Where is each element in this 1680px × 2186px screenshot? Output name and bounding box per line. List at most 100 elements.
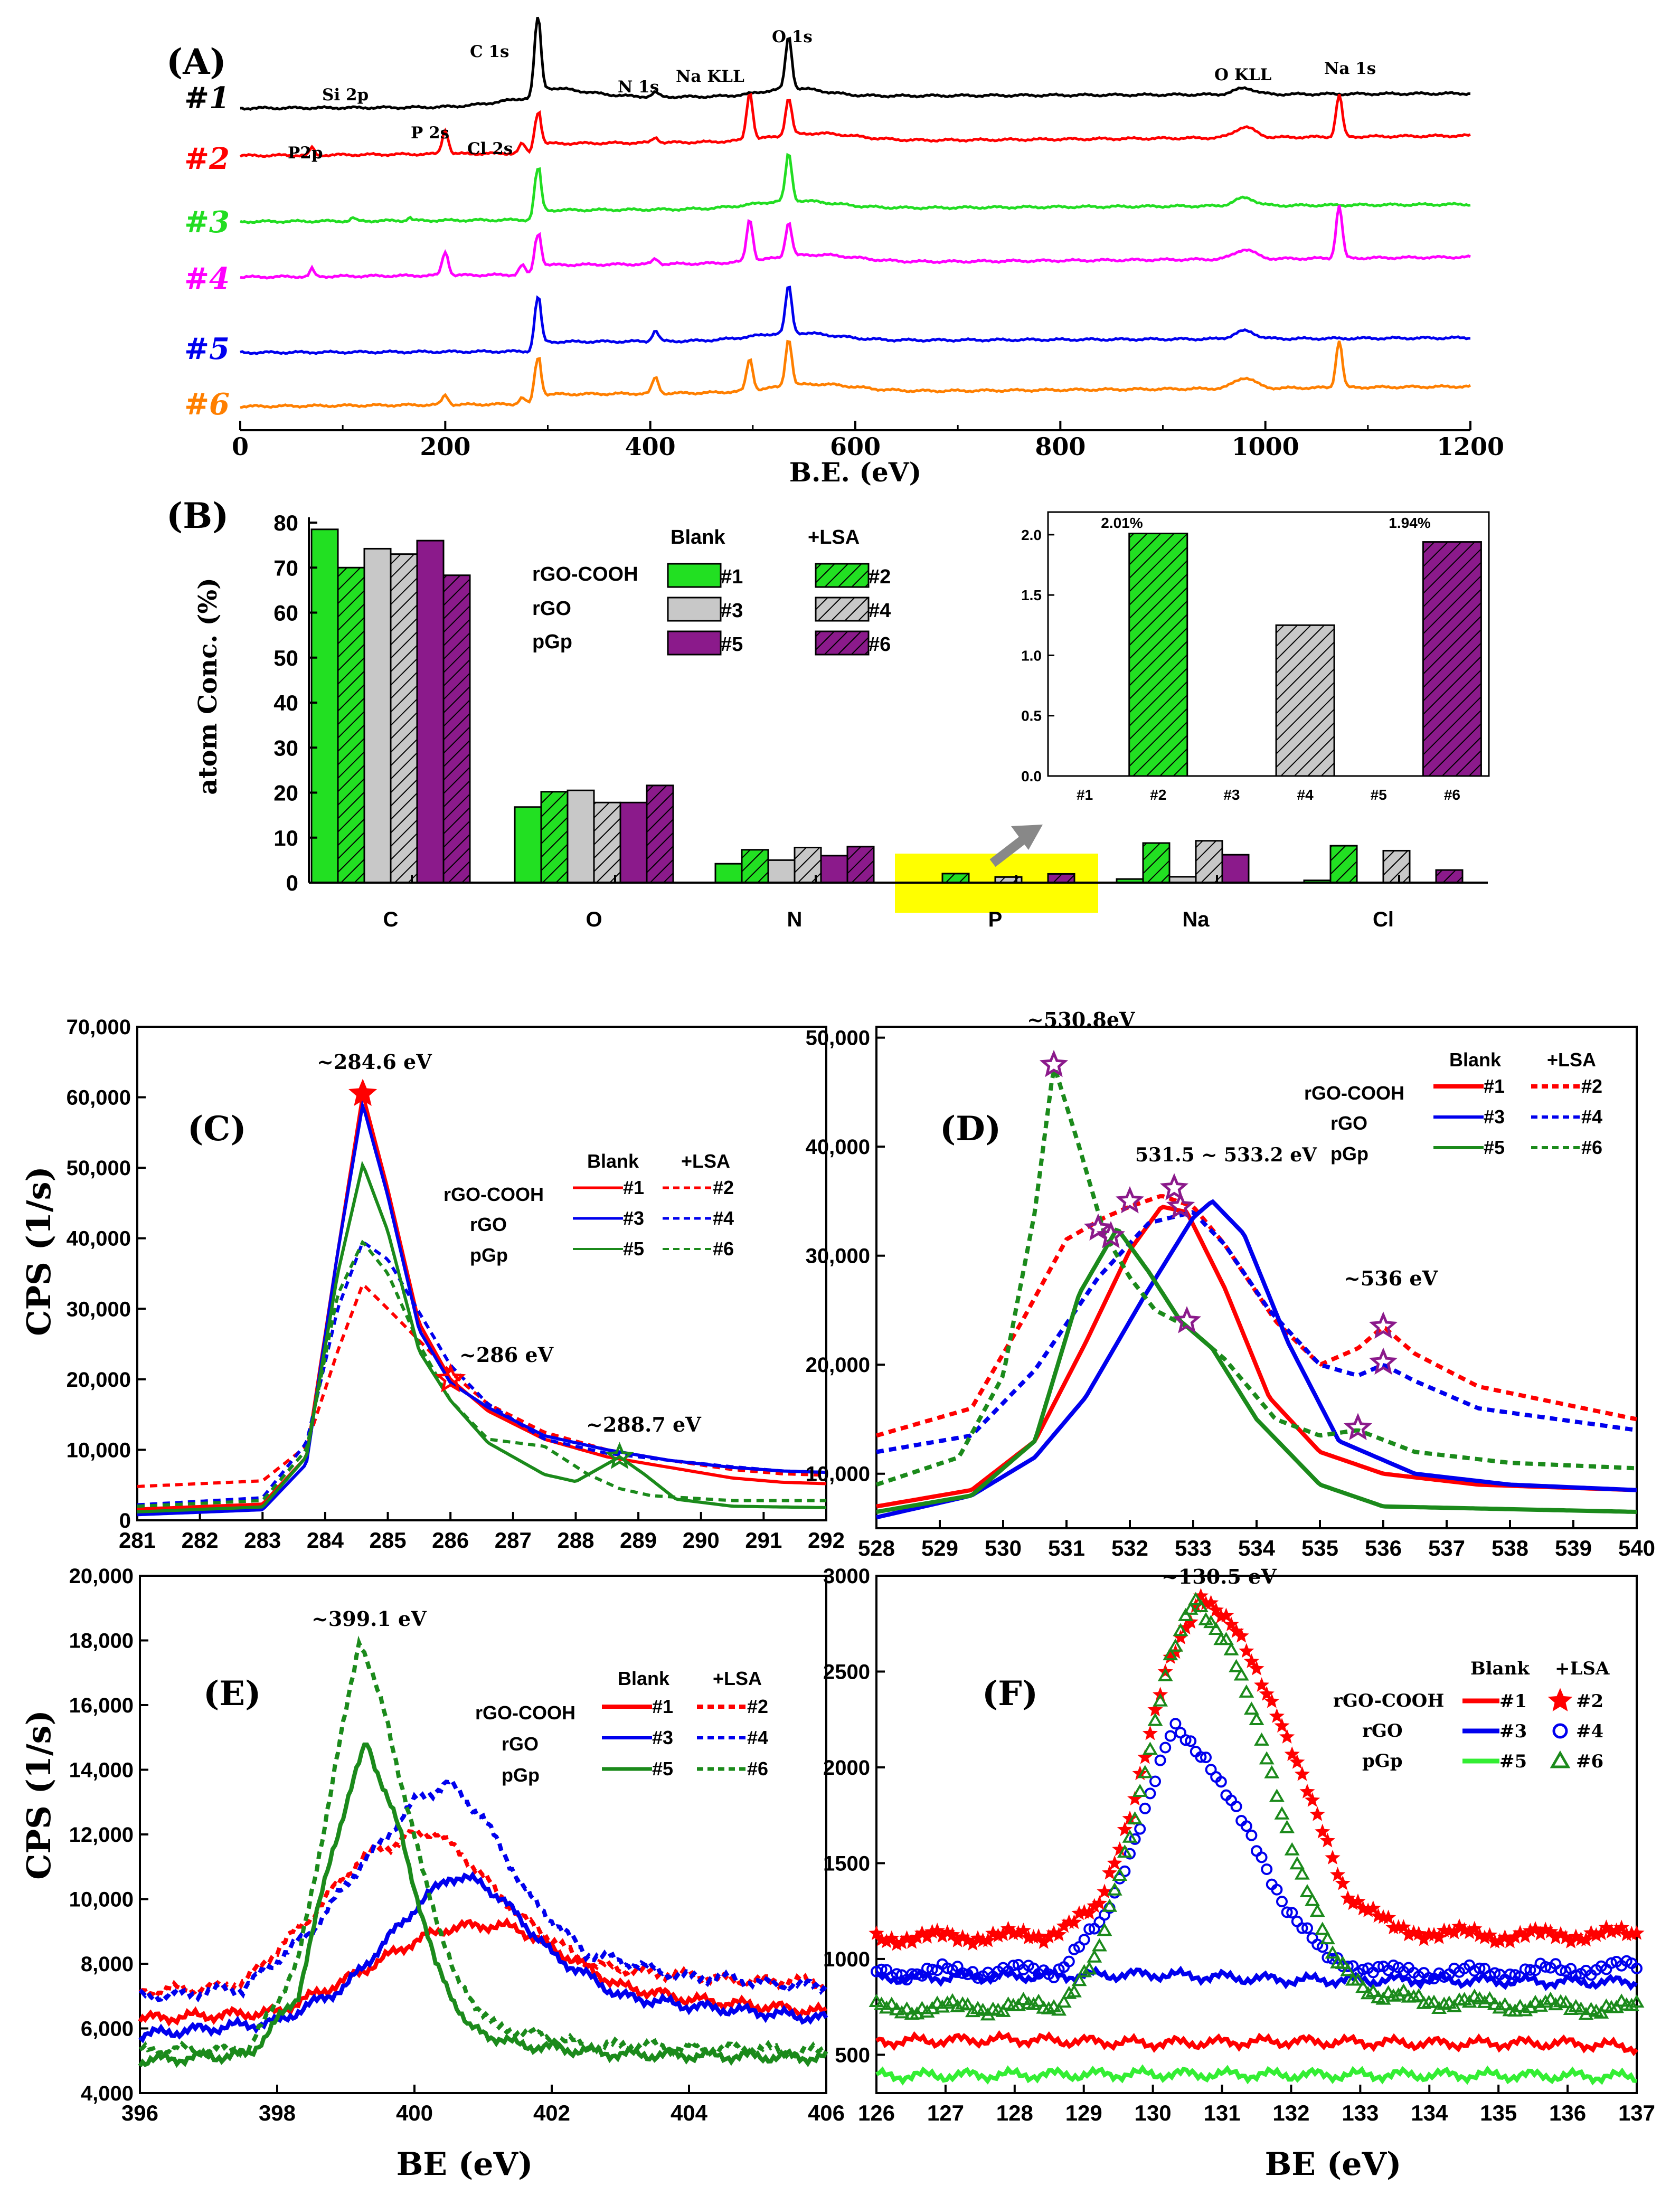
tick-label-y-E-12,000: 12,000: [69, 1823, 134, 1847]
series-f-2-marker: [945, 1926, 960, 1942]
peak-label-na1s: Na 1s: [1324, 59, 1376, 78]
tick-label-y-F-3000: 3000: [823, 1565, 870, 1588]
tick-label-x-C-281: 281: [119, 1528, 156, 1553]
a-tick-label-1000: 1000: [1232, 432, 1299, 461]
panel-a-x-label: B.E. (eV): [789, 457, 922, 488]
legend-d-header-lsa: +LSA: [1547, 1049, 1596, 1071]
legend-e-header-lsa: +LSA: [713, 1668, 762, 1689]
star-d-9: [1343, 1413, 1373, 1441]
series-f-2-marker: [1051, 1926, 1067, 1942]
bar-C-3: [363, 547, 392, 884]
series-f-2-marker: [1279, 1728, 1295, 1744]
series-f-4-marker: [1570, 1969, 1582, 1981]
series-f-2-marker: [1284, 1746, 1300, 1761]
panel-e-y-label: CPS (1/s): [20, 1710, 58, 1880]
tick-label-x-D-529: 529: [921, 1536, 958, 1560]
tick-label-x-C-288: 288: [557, 1528, 594, 1553]
series-f-2-marker: [1097, 1884, 1112, 1899]
series-f-6-marker: [1609, 2000, 1625, 2013]
peak-label-o1s: O 1s: [772, 27, 813, 46]
series-f-6-marker: [1132, 1784, 1148, 1797]
legend-f-label-5: #5: [1499, 1751, 1527, 1772]
legend-e-label-5: #5: [652, 1758, 673, 1780]
series-f-6-marker: [1335, 1955, 1351, 1969]
series-f-2-marker: [1269, 1708, 1285, 1723]
series-f-6-marker: [1061, 1985, 1077, 1999]
series-f-6-marker: [1218, 1632, 1234, 1645]
series-f-6-marker: [1137, 1765, 1153, 1778]
tick-label-x-E-400: 400: [396, 2100, 433, 2125]
series-f-6-marker: [1517, 2003, 1533, 2017]
bar-Na-5: [1221, 854, 1250, 884]
tick-label-x-D-532: 532: [1111, 1536, 1148, 1560]
series-f-6-marker: [1613, 1993, 1629, 2007]
annot-d-530: ~530.8eV: [1027, 1008, 1136, 1032]
bar-group-N: [714, 846, 875, 884]
inset-y-tick-label-0.5: 0.5: [1021, 708, 1042, 724]
series-f-4-marker: [875, 1963, 888, 1975]
b-y-tick-label-50: 50: [273, 646, 298, 670]
series-f-4-marker: [1524, 1964, 1536, 1976]
series-f-6-marker: [1011, 1998, 1026, 2011]
series-f-4-marker: [1276, 1896, 1288, 1908]
star-c-288: [605, 1442, 634, 1469]
bar-Cl-6: [1435, 869, 1464, 884]
series-f-4-marker: [1129, 1833, 1141, 1845]
tick-label-y-F-1500: 1500: [823, 1852, 870, 1875]
tick-label-x-C-291: 291: [745, 1528, 782, 1553]
series-f-2-marker: [1142, 1725, 1158, 1740]
bar-O-1: [514, 806, 542, 884]
legend-b-swatches: #1 #2 #3 #4 #5 #6: [667, 563, 891, 656]
series-f-6-marker: [1547, 1997, 1563, 2011]
series-f-4-marker: [1230, 1800, 1242, 1812]
series-f-2-marker: [1253, 1677, 1270, 1692]
series-f-2-marker: [1294, 1766, 1310, 1781]
series-a-label-1: #1: [184, 81, 230, 116]
bar-group-C: [310, 528, 471, 884]
series-f-6-marker: [1264, 1765, 1280, 1778]
series-f-6-marker: [1026, 1996, 1042, 2010]
series-f-6-marker: [1365, 1983, 1381, 1997]
legend-e-row-2: pGp: [502, 1764, 540, 1786]
series-f-2-marker: [1613, 1919, 1629, 1935]
series-f-2-marker: [1015, 1923, 1032, 1937]
series-f-6-marker: [1497, 1997, 1513, 2011]
series-f-2-marker: [1031, 1928, 1046, 1943]
series-f-6-marker: [1178, 1607, 1194, 1621]
legend-f-label-4: #4: [1576, 1721, 1603, 1742]
legend-b-label-2: #2: [869, 566, 891, 588]
series-f-6-marker: [1537, 1994, 1553, 2008]
series-f-6-marker: [1087, 1949, 1102, 1963]
legend-e-label-1: #1: [652, 1696, 673, 1717]
series-f-6-marker: [1259, 1751, 1275, 1765]
legend-d-header-blank: Blank: [1449, 1049, 1502, 1071]
b-category-Cl: Cl: [1373, 908, 1394, 931]
tick-label-x-F-132: 132: [1272, 2100, 1309, 2125]
series-c-2: [137, 1282, 827, 1488]
legend-d-row-2: pGp: [1330, 1143, 1368, 1165]
series-f-2-marker: [1315, 1823, 1330, 1839]
legend-b-swatch-1: [667, 563, 722, 588]
peak-label-p2p: P2p: [288, 144, 323, 163]
series-f-6-marker: [1319, 1931, 1335, 1945]
tick-label-x-E-404: 404: [671, 2100, 708, 2125]
series-f-4: [871, 1718, 1643, 1986]
panel-d: 528 529 530 531 532 533 534 535 536 537 538 539 540 1…: [806, 1026, 1655, 1560]
series-e-4: [138, 1776, 828, 2003]
series-c-4: [137, 1240, 827, 1507]
series-f-6-marker: [1315, 1922, 1330, 1935]
a-tick-label-1200: 1200: [1437, 432, 1504, 461]
series-f-6-marker: [1426, 1994, 1442, 2008]
series-f-6-marker: [1355, 1980, 1371, 1993]
legend-d-label-4: #4: [1581, 1106, 1602, 1128]
inset-x-label-5: #5: [1371, 787, 1387, 803]
series-f-2-marker: [1319, 1832, 1336, 1848]
series-f-6-marker: [1269, 1788, 1285, 1802]
legend-e-row-0: rGO-COOH: [475, 1702, 575, 1724]
series-f-4-marker: [1286, 1907, 1298, 1919]
series-f-6-marker: [1127, 1811, 1143, 1825]
tick-label-y-E-4,000: 4,000: [81, 2082, 134, 2105]
panel-d-series: [875, 1060, 1637, 1520]
series-f-2-marker: [1380, 1909, 1396, 1925]
